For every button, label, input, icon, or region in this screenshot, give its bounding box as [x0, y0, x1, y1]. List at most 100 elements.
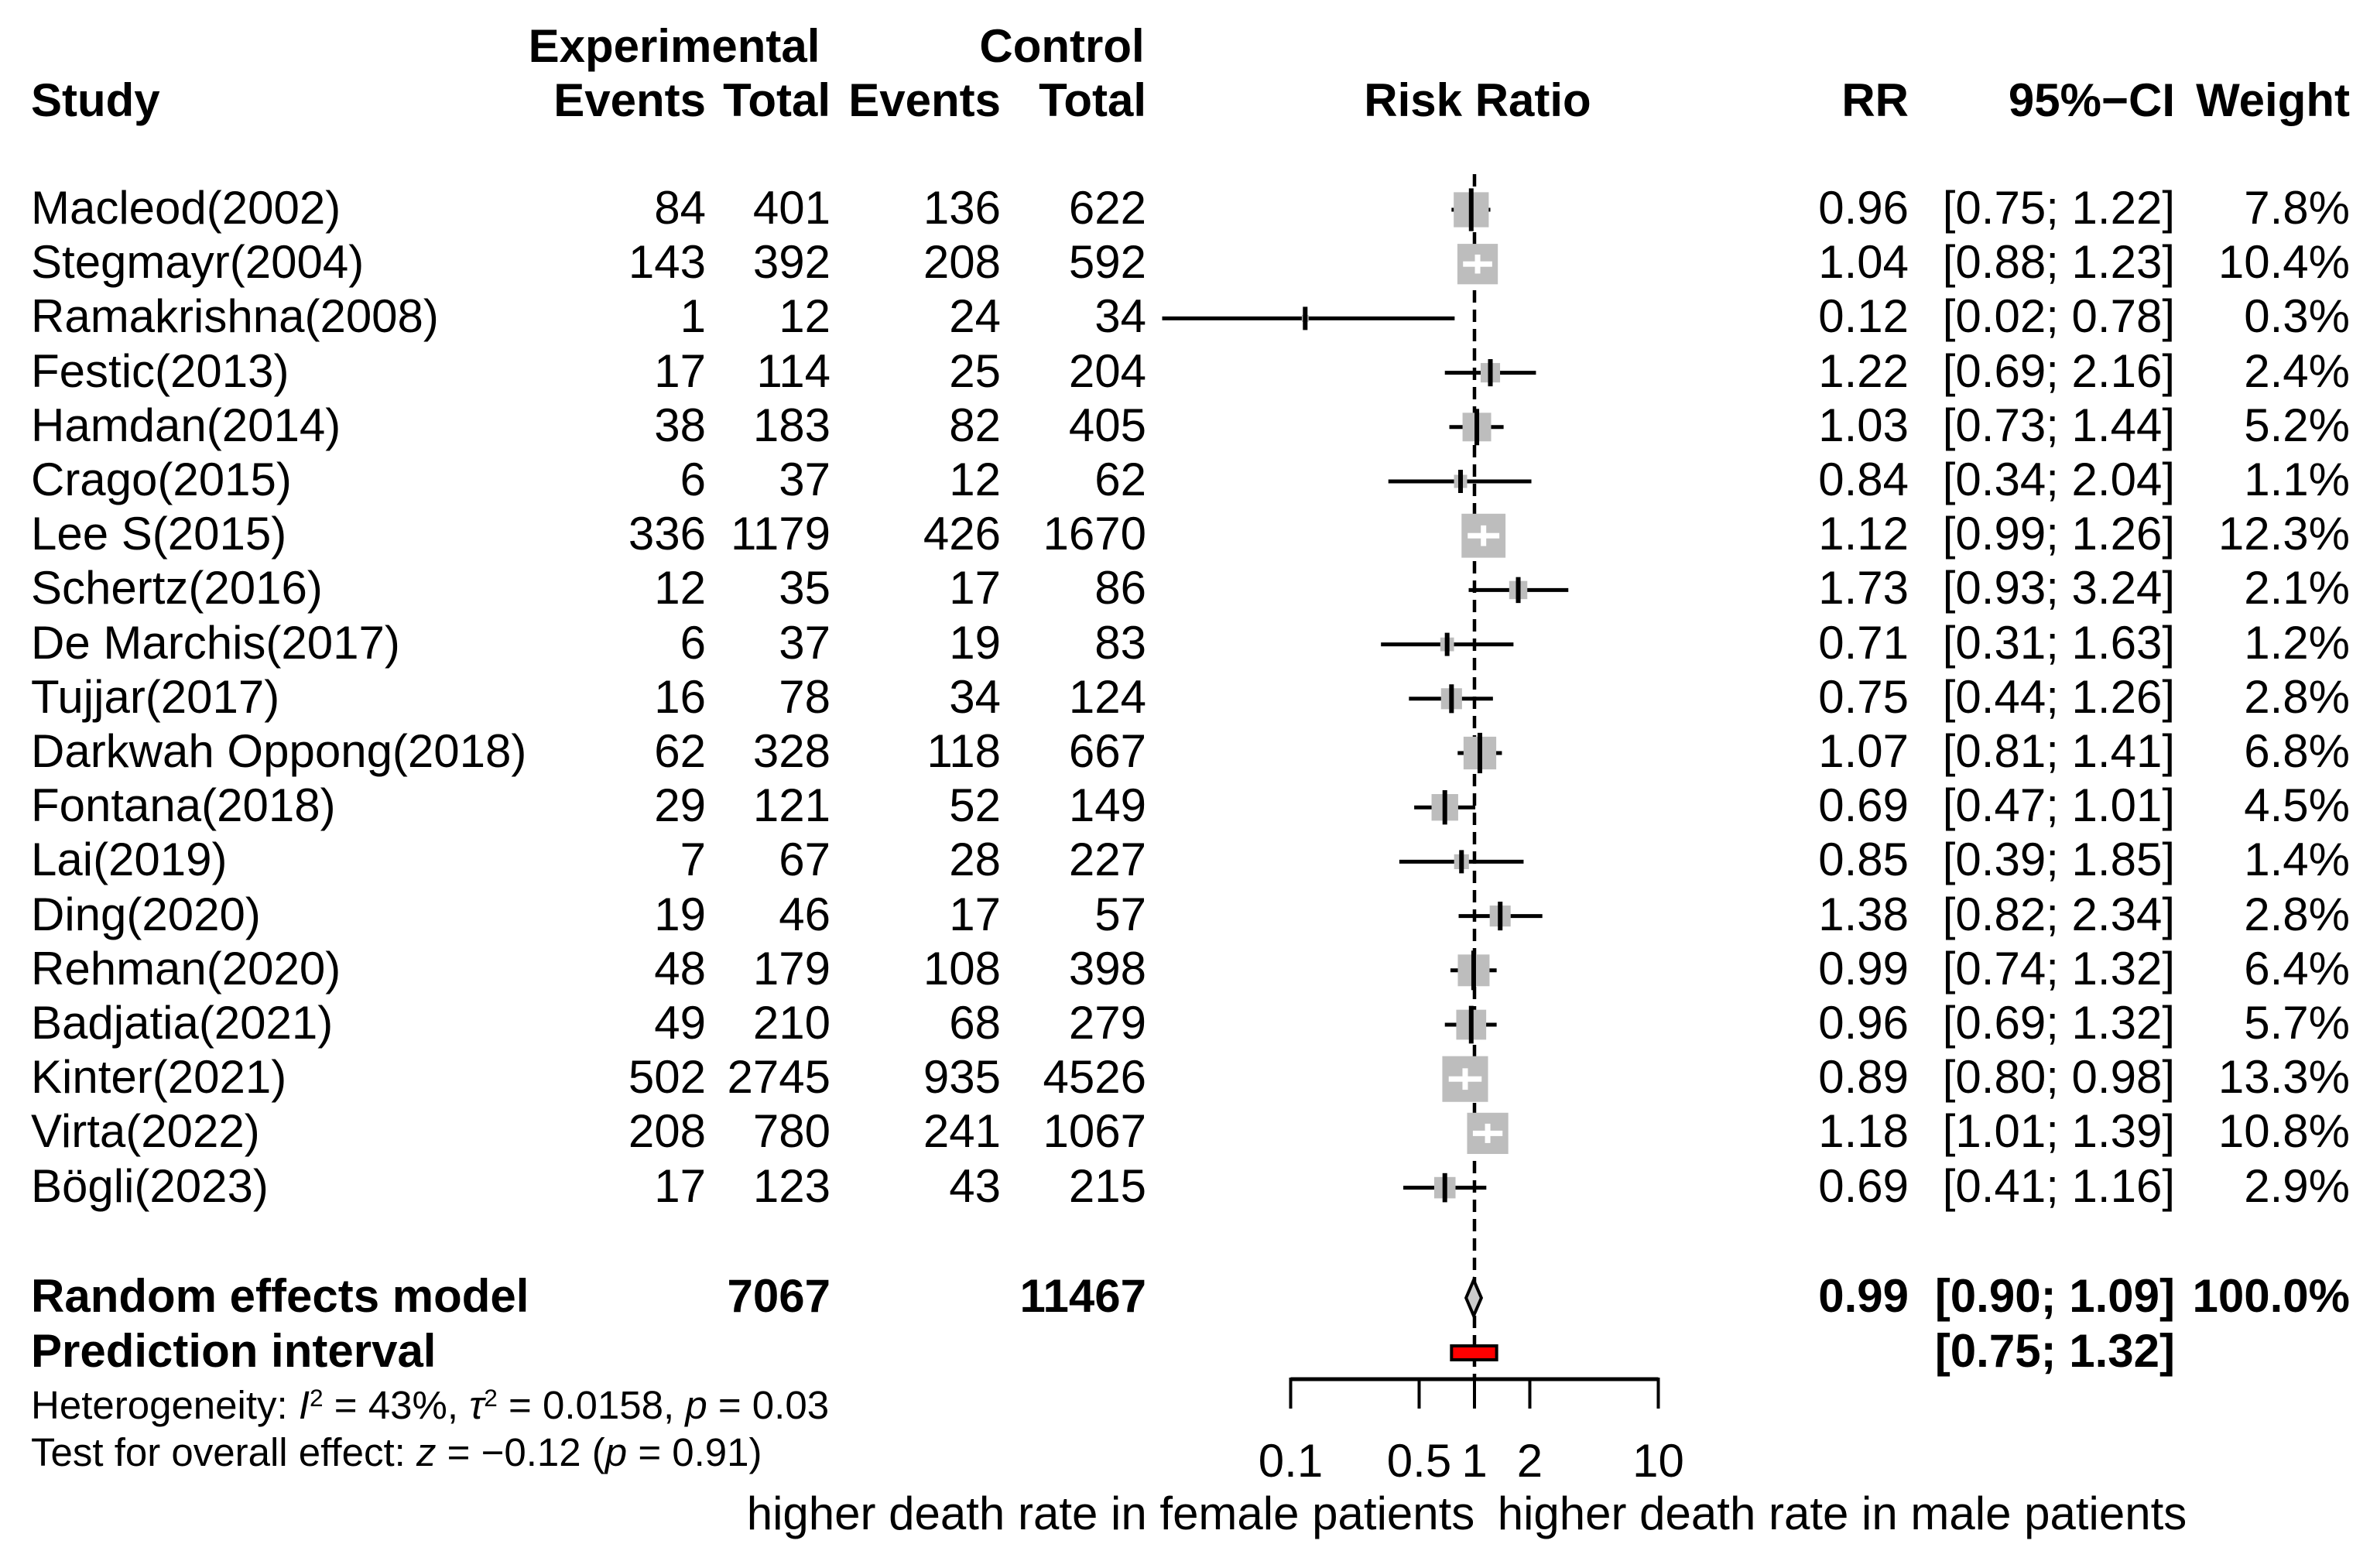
- ctrl-events: 43: [949, 1159, 1001, 1212]
- col-header-control: Control: [979, 19, 1145, 72]
- estimate-tick: [1449, 684, 1454, 714]
- prediction-label: Prediction interval: [31, 1324, 437, 1377]
- rr-value: 0.71: [1818, 616, 1909, 669]
- ctrl-total: 86: [1094, 562, 1146, 615]
- ci-value: [0.34; 2.04]: [1942, 453, 2175, 505]
- col-header-exp-events: Events: [553, 74, 706, 126]
- col-header-ctrl-total: Total: [1039, 74, 1146, 126]
- exp-total: 46: [779, 888, 831, 940]
- exp-events: 12: [654, 562, 706, 615]
- right-direction-label: higher death rate in male patients: [1497, 1487, 2187, 1539]
- estimate-tick: [1303, 306, 1308, 330]
- study-name: Tujjar(2017): [31, 670, 280, 723]
- study-name: Crago(2015): [31, 453, 292, 505]
- exp-total: 392: [752, 236, 831, 289]
- exp-events: 143: [628, 236, 706, 289]
- ctrl-events: 208: [923, 236, 1001, 289]
- summary-exp-total: 7067: [727, 1269, 831, 1322]
- exp-events: 62: [654, 724, 706, 777]
- exp-total: 37: [779, 453, 831, 505]
- stat-segment: I: [298, 1383, 310, 1428]
- ctrl-events: 34: [949, 670, 1001, 723]
- ctrl-events: 24: [949, 290, 1001, 343]
- study-name: Macleod(2002): [31, 181, 341, 234]
- axis-tick-label: 2: [1516, 1434, 1543, 1487]
- ci-value: [0.81; 1.41]: [1942, 724, 2175, 777]
- white-cross-v: [1474, 254, 1481, 274]
- exp-events: 29: [654, 779, 706, 832]
- ci-value: [0.69; 2.16]: [1942, 344, 2175, 397]
- study-name: De Marchis(2017): [31, 616, 400, 669]
- weight-value: 7.8%: [2244, 181, 2350, 234]
- ctrl-total: 124: [1068, 670, 1146, 723]
- col-header-experimental: Experimental: [528, 19, 820, 72]
- rr-value: 0.96: [1818, 996, 1909, 1049]
- estimate-tick: [1515, 577, 1521, 604]
- exp-events: 17: [654, 344, 706, 397]
- weight-value: 6.8%: [2244, 724, 2350, 777]
- exp-total: 78: [779, 670, 831, 723]
- ctrl-events: 136: [923, 181, 1001, 234]
- col-header-rr: RR: [1841, 74, 1909, 126]
- summary-ctrl-total: 11467: [1019, 1269, 1146, 1322]
- exp-events: 19: [654, 888, 706, 940]
- ctrl-total: 215: [1068, 1159, 1146, 1212]
- weight-value: 2.4%: [2244, 344, 2350, 397]
- overall-test-text: Test for overall effect: z = −0.12 (p = …: [31, 1432, 762, 1474]
- ctrl-total: 1670: [1043, 508, 1146, 560]
- summary-label: Random effects model: [31, 1269, 529, 1322]
- exp-events: 84: [654, 181, 706, 234]
- estimate-tick: [1459, 850, 1464, 874]
- prediction-ci: [0.75; 1.32]: [1934, 1324, 2175, 1377]
- ctrl-events: 118: [926, 724, 1001, 777]
- exp-total: 183: [752, 399, 831, 451]
- ci-value: [0.41; 1.16]: [1942, 1159, 2175, 1212]
- study-name: Ding(2020): [31, 888, 261, 940]
- ci-value: [0.44; 1.26]: [1942, 670, 2175, 723]
- study-name: Stegmayr(2004): [31, 236, 365, 289]
- white-cross-v: [1462, 1068, 1468, 1090]
- exp-events: 502: [628, 1051, 706, 1104]
- ctrl-events: 17: [949, 888, 1001, 940]
- rr-value: 0.85: [1818, 834, 1909, 886]
- estimate-tick: [1444, 632, 1450, 656]
- ctrl-events: 241: [923, 1105, 1001, 1158]
- exp-events: 48: [654, 942, 706, 995]
- ci-value: [0.31; 1.63]: [1942, 616, 2175, 669]
- study-name: Virta(2022): [31, 1105, 260, 1158]
- rr-value: 1.12: [1818, 508, 1909, 560]
- exp-events: 16: [654, 670, 706, 723]
- summary-diamond: [1464, 1275, 1484, 1320]
- stat-segment: p: [604, 1430, 628, 1475]
- ctrl-events: 17: [949, 562, 1001, 615]
- weight-value: 0.3%: [2244, 290, 2350, 343]
- exp-total: 179: [752, 942, 831, 995]
- ctrl-total: 62: [1094, 453, 1146, 505]
- exp-total: 114: [756, 344, 831, 397]
- stat-segment: = 0.03: [707, 1383, 830, 1428]
- study-name: Festic(2013): [31, 344, 289, 397]
- prediction-interval-bar: [1450, 1344, 1498, 1361]
- weight-value: 1.4%: [2244, 834, 2350, 886]
- weight-value: 5.7%: [2244, 996, 2350, 1049]
- stat-segment: = 43%,: [323, 1383, 470, 1428]
- col-header-weight: Weight: [2196, 74, 2350, 126]
- exp-total: 12: [779, 290, 831, 343]
- rr-value: 1.22: [1818, 344, 1909, 397]
- weight-value: 5.2%: [2244, 399, 2350, 451]
- weight-value: 2.1%: [2244, 562, 2350, 615]
- ctrl-total: 622: [1068, 181, 1146, 234]
- col-header-exp-total: Total: [723, 74, 831, 126]
- exp-total: 67: [779, 834, 831, 886]
- heterogeneity-text: Heterogeneity: I2 = 43%, τ2 = 0.0158, p …: [31, 1385, 829, 1426]
- axis-tick-label: 10: [1632, 1434, 1684, 1487]
- weight-value: 13.3%: [2218, 1051, 2350, 1104]
- ci-value: [0.75; 1.22]: [1942, 181, 2175, 234]
- ctrl-total: 4526: [1043, 1051, 1146, 1104]
- stat-segment: 2: [310, 1384, 324, 1412]
- ci-value: [0.99; 1.26]: [1942, 508, 2175, 560]
- study-name: Lai(2019): [31, 834, 228, 886]
- stat-segment: = 0.0158,: [497, 1383, 686, 1428]
- exp-total: 401: [752, 181, 831, 234]
- ctrl-events: 108: [923, 942, 1001, 995]
